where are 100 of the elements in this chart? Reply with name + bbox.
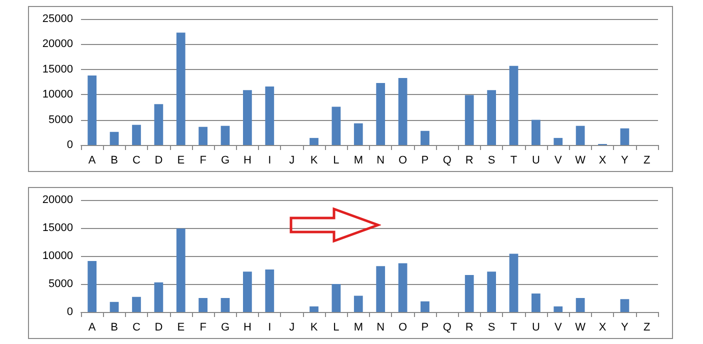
- x-tick-label: L: [333, 322, 340, 334]
- bar: [464, 275, 474, 312]
- bar: [487, 90, 496, 145]
- x-tick-label: W: [575, 322, 586, 334]
- bar: [532, 294, 540, 312]
- bar: [132, 124, 141, 145]
- x-tick-label: J: [289, 322, 295, 334]
- x-tick-label: V: [554, 154, 562, 166]
- bar: [110, 302, 119, 312]
- bar: [332, 284, 341, 312]
- bar: [110, 132, 119, 145]
- y-tick-label: 15000: [42, 63, 73, 76]
- x-tick-label: T: [510, 154, 518, 166]
- bar: [243, 272, 252, 312]
- bar: [88, 261, 97, 312]
- bar: [532, 120, 540, 145]
- y-tick-label: 10000: [42, 250, 73, 262]
- y-tick-label: 0: [66, 306, 73, 318]
- bar: [310, 138, 318, 145]
- x-tick-label: P: [421, 322, 429, 334]
- bar: [509, 254, 518, 312]
- x-tick-label: Z: [644, 322, 651, 334]
- y-tick-label: 20000: [42, 194, 73, 206]
- bar: [509, 66, 518, 145]
- x-tick-label: B: [110, 322, 118, 334]
- y-tick-label: 20000: [42, 38, 73, 50]
- bar: [398, 78, 408, 145]
- bar: [154, 104, 164, 145]
- x-tick-label: F: [200, 154, 207, 166]
- x-tick-label: I: [268, 154, 272, 166]
- bar: [220, 126, 230, 145]
- bar: [420, 301, 430, 312]
- x-tick-label: U: [532, 322, 540, 334]
- bar: [376, 266, 386, 312]
- x-tick-label: D: [154, 154, 163, 166]
- x-tick-label: Q: [442, 322, 452, 334]
- bar: [620, 299, 630, 312]
- x-tick-label: Y: [621, 154, 630, 166]
- bar: [132, 296, 141, 312]
- x-tick-label: M: [354, 154, 363, 166]
- x-tick-label: Q: [442, 154, 452, 166]
- bar: [354, 123, 363, 145]
- x-tick-label: H: [243, 322, 252, 334]
- y-tick-label: 10000: [42, 88, 73, 101]
- x-tick-label: O: [398, 154, 408, 166]
- x-tick-label: B: [110, 154, 118, 166]
- x-tick-label: D: [154, 322, 163, 334]
- bar: [176, 32, 186, 145]
- x-tick-label: N: [376, 322, 385, 334]
- bar: [487, 272, 496, 312]
- x-tick-label: A: [88, 154, 96, 166]
- bar: [198, 298, 208, 312]
- x-tick-label: K: [310, 322, 318, 334]
- x-tick-label: L: [333, 154, 340, 166]
- x-tick-label: X: [598, 154, 607, 166]
- y-tick-label: 25000: [42, 13, 73, 25]
- bar: [464, 95, 474, 145]
- x-tick-label: R: [465, 154, 474, 166]
- x-tick-label: E: [177, 154, 185, 166]
- y-tick-label: 0: [66, 139, 73, 151]
- x-tick-label: G: [220, 154, 230, 166]
- x-tick-label: O: [398, 322, 408, 334]
- bar: [576, 126, 585, 145]
- x-tick-label: W: [575, 154, 586, 166]
- bar: [398, 263, 408, 312]
- x-tick-label: C: [132, 322, 141, 334]
- y-tick-label: 5000: [48, 114, 73, 126]
- bar: [620, 128, 630, 145]
- bar: [198, 126, 208, 145]
- bar: [176, 228, 186, 312]
- bar: [576, 298, 585, 312]
- x-tick-label: P: [421, 154, 429, 166]
- x-tick-label: U: [532, 154, 540, 166]
- x-tick-label: Y: [621, 322, 630, 334]
- x-tick-label: K: [310, 154, 318, 166]
- x-tick-label: V: [554, 322, 562, 334]
- bar: [310, 306, 318, 312]
- x-tick-label: C: [132, 154, 141, 166]
- bar: [265, 269, 274, 312]
- x-tick-label: J: [289, 154, 295, 166]
- x-tick-label: S: [488, 322, 496, 334]
- bar: [376, 83, 386, 145]
- bar: [332, 106, 341, 145]
- x-tick-label: H: [243, 154, 252, 166]
- y-tick-label: 15000: [42, 222, 73, 234]
- x-tick-label: F: [200, 322, 207, 334]
- bar: [554, 306, 563, 312]
- x-tick-label: G: [220, 322, 230, 334]
- bar: [420, 130, 430, 145]
- x-tick-label: R: [465, 322, 474, 334]
- x-tick-label: Z: [644, 154, 651, 166]
- bar: [554, 138, 563, 145]
- x-tick-label: M: [354, 322, 363, 334]
- x-tick-label: X: [598, 322, 607, 334]
- x-tick-label: S: [488, 154, 496, 166]
- x-tick-label: A: [88, 322, 96, 334]
- x-tick-label: I: [268, 322, 272, 334]
- bar: [265, 86, 274, 145]
- bar: [243, 90, 252, 145]
- x-tick-label: E: [177, 322, 185, 334]
